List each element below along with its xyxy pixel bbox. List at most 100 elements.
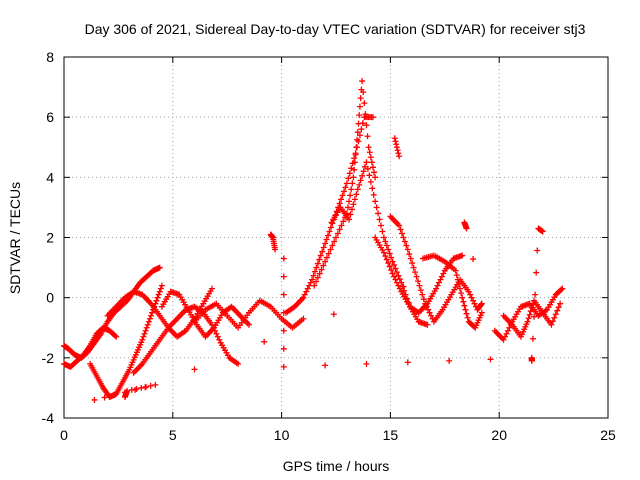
data-point bbox=[380, 234, 387, 241]
data-point-fill bbox=[351, 159, 358, 166]
data-point bbox=[424, 321, 431, 328]
data-point-fill bbox=[356, 132, 363, 139]
data-point-fill bbox=[393, 269, 400, 276]
data-point-fill bbox=[340, 218, 347, 225]
data-point-fill bbox=[361, 100, 368, 107]
data-point-fill bbox=[347, 211, 354, 218]
data-point-fill bbox=[350, 201, 357, 208]
data-point-fill bbox=[526, 311, 533, 318]
data-point-fill bbox=[440, 270, 447, 277]
data-point-fill bbox=[101, 394, 108, 401]
x-tick-label: 20 bbox=[491, 427, 507, 443]
data-point-fill bbox=[141, 330, 148, 337]
data-point-fill bbox=[320, 262, 327, 269]
data-point-fill bbox=[426, 309, 433, 316]
data-point bbox=[365, 144, 372, 151]
data-point-fill bbox=[314, 260, 321, 267]
data-point-fill bbox=[347, 192, 354, 199]
data-point-fill bbox=[132, 386, 139, 393]
data-point-fill bbox=[214, 333, 221, 340]
data-point-fill bbox=[280, 309, 287, 316]
data-point-fill bbox=[360, 168, 367, 175]
data-point-fill bbox=[280, 291, 287, 298]
data-point-fill bbox=[404, 359, 411, 366]
data-point-fill bbox=[354, 136, 361, 143]
data-point bbox=[524, 318, 531, 325]
data-point-fill bbox=[316, 256, 323, 263]
y-tick-label: 2 bbox=[46, 230, 54, 246]
data-point-fill bbox=[356, 103, 363, 110]
data-point-fill bbox=[334, 230, 341, 237]
data-point-fill bbox=[346, 170, 353, 177]
data-point bbox=[500, 336, 507, 343]
data-point-fill bbox=[503, 330, 510, 337]
data-point-fill bbox=[395, 282, 402, 289]
data-point-fill bbox=[397, 226, 404, 233]
data-point-fill bbox=[463, 310, 470, 317]
data-point bbox=[463, 225, 470, 232]
data-point-fill bbox=[325, 232, 332, 239]
data-point-fill bbox=[369, 164, 376, 171]
data-point-fill bbox=[318, 266, 325, 273]
data-point-fill bbox=[470, 297, 477, 304]
data-point-fill bbox=[370, 191, 377, 198]
data-point-fill bbox=[428, 312, 435, 319]
data-point-fill bbox=[155, 291, 162, 298]
data-point-fill bbox=[385, 260, 392, 267]
data-point-fill bbox=[344, 204, 351, 211]
data-point-fill bbox=[140, 333, 147, 340]
data-point-fill bbox=[331, 238, 338, 245]
data-point bbox=[452, 267, 459, 274]
data-point-fill bbox=[327, 246, 334, 253]
data-point-fill bbox=[392, 276, 399, 283]
data-point bbox=[245, 321, 252, 328]
data-point-fill bbox=[320, 244, 327, 251]
x-axis-label: GPS time / hours bbox=[283, 458, 390, 474]
data-point-fill bbox=[329, 242, 336, 249]
data-point-fill bbox=[322, 240, 329, 247]
data-point-fill bbox=[146, 315, 153, 322]
data-point bbox=[272, 246, 279, 253]
data-point-fill bbox=[351, 196, 358, 203]
data-point-fill bbox=[446, 357, 453, 364]
data-point-fill bbox=[504, 327, 511, 334]
data-point-fill bbox=[142, 384, 149, 391]
data-point bbox=[359, 78, 366, 85]
chart-title: Day 306 of 2021, Sidereal Day-to-day VTE… bbox=[85, 21, 586, 37]
data-point-fill bbox=[554, 307, 561, 314]
data-point-fill bbox=[338, 222, 345, 229]
data-point-fill bbox=[364, 165, 371, 172]
data-point-fill bbox=[423, 303, 430, 310]
data-point bbox=[311, 282, 318, 289]
data-point-fill bbox=[403, 242, 410, 249]
data-point-fill bbox=[280, 273, 287, 280]
data-point bbox=[396, 222, 403, 229]
data-point-fill bbox=[327, 224, 334, 231]
data-point bbox=[433, 285, 440, 292]
y-tick-label: 6 bbox=[46, 109, 54, 125]
data-point-fill bbox=[359, 172, 366, 179]
data-point-fill bbox=[429, 315, 436, 322]
data-point bbox=[145, 318, 152, 325]
data-point-fill bbox=[388, 267, 395, 274]
data-point-fill bbox=[156, 288, 163, 295]
data-point bbox=[413, 273, 420, 280]
data-point-fill bbox=[280, 345, 287, 352]
data-point-fill bbox=[376, 216, 383, 223]
data-point-fill bbox=[147, 382, 154, 389]
data-point-fill bbox=[468, 294, 475, 301]
data-point-fill bbox=[531, 313, 538, 320]
data-point-fill bbox=[417, 287, 424, 294]
data-point-fill bbox=[325, 250, 332, 257]
data-point-fill bbox=[392, 265, 399, 272]
data-point-fill bbox=[368, 159, 375, 166]
data-point-fill bbox=[527, 308, 534, 315]
data-point-fill bbox=[393, 144, 400, 151]
data-point-fill bbox=[457, 285, 464, 292]
data-point-fill bbox=[329, 220, 336, 227]
data-point bbox=[280, 363, 287, 370]
data-point-fill bbox=[367, 154, 374, 161]
data-point bbox=[326, 228, 333, 235]
data-point bbox=[354, 186, 361, 193]
x-tick-label: 0 bbox=[60, 427, 68, 443]
